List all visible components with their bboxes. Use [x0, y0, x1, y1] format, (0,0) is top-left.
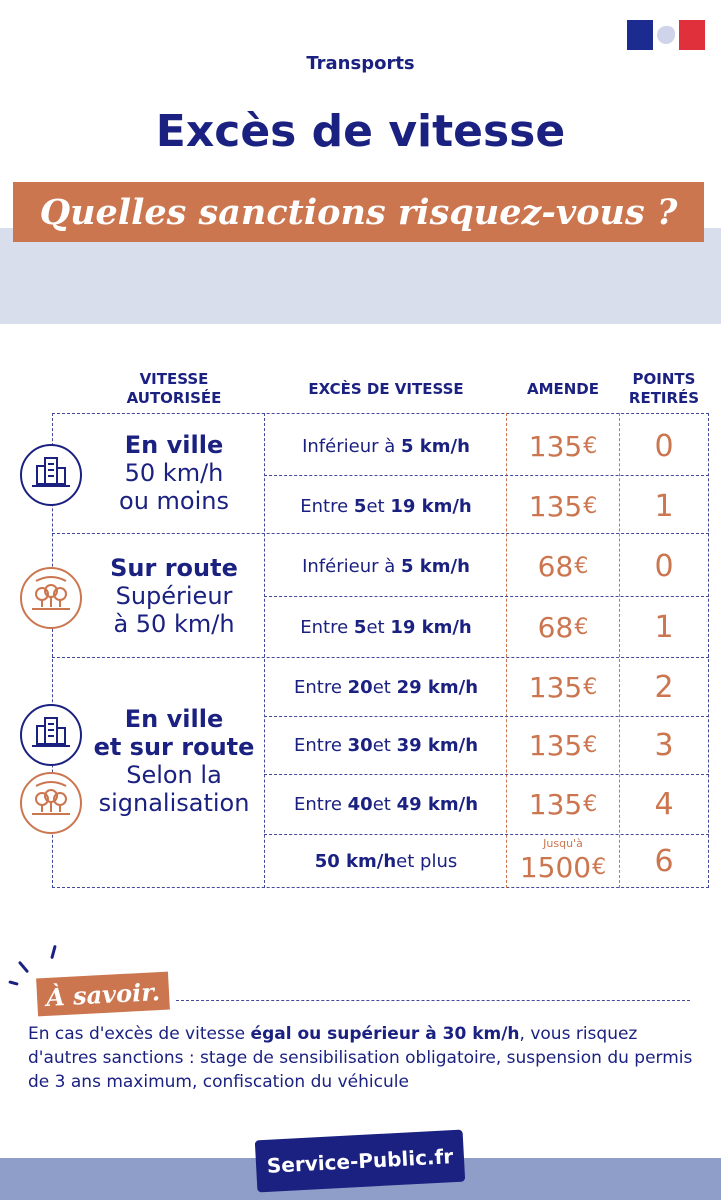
- fine-prefix: Jusqu'à: [543, 837, 583, 850]
- table-divider: [264, 413, 265, 888]
- row-separator: [264, 774, 709, 775]
- category-title: En ville: [124, 431, 224, 459]
- table-row-fine: 68 €: [537, 611, 589, 644]
- table-row-points: 1: [654, 610, 674, 645]
- table-row-excess: Entre 5 et 19 km/h: [300, 496, 472, 517]
- table-row-fine: 1500 €: [519, 850, 607, 884]
- subtitle-banner: Quelles sanctions risquez-vous ?: [13, 182, 704, 242]
- sanctions-table: [52, 413, 709, 888]
- spark-mark: [50, 944, 57, 960]
- table-row-fine: 135 €: [528, 490, 598, 523]
- table-row-fine: 135 €: [528, 671, 598, 704]
- table-row-fine: 68 €: [537, 550, 589, 583]
- header-excess: EXCÈS DE VITESSE: [308, 380, 464, 398]
- service-public-text: Service-Public.fr: [266, 1144, 454, 1178]
- table-row-points: 1: [654, 489, 674, 524]
- table-row-excess: Entre 20 et 29 km/h: [293, 677, 479, 698]
- a-savoir-tag: À savoir.: [36, 971, 170, 1017]
- category-sur-route: Sur route Supérieur à 50 km/h: [86, 554, 262, 638]
- spark-mark: [8, 980, 19, 986]
- category-line: à 50 km/h: [113, 610, 235, 638]
- category-line: Selon la: [126, 761, 222, 789]
- table-row-excess: Inférieur à 5 km/h: [302, 436, 470, 457]
- table-row-points: 4: [654, 787, 674, 822]
- row-separator: [264, 596, 709, 597]
- header-band: [0, 228, 721, 324]
- subtitle-text: Quelles sanctions risquez-vous ?: [39, 191, 678, 233]
- table-row-fine: 135 €: [528, 788, 598, 821]
- table-row-points: 2: [654, 670, 674, 705]
- category-line: Supérieur: [115, 582, 233, 610]
- category-ville-et-route: En ville et sur route Selon la signalisa…: [84, 705, 264, 817]
- header-speed-line1: VITESSE: [139, 370, 209, 388]
- row-separator: [264, 716, 709, 717]
- row-separator: [264, 834, 709, 835]
- table-row-points: 3: [654, 728, 674, 763]
- table-row-excess: Entre 40 et 49 km/h: [293, 794, 479, 815]
- table-row-excess: Inférieur à 5 km/h: [302, 556, 470, 577]
- a-savoir-divider: [176, 1000, 690, 1001]
- trees-icon: [20, 567, 82, 629]
- row-separator: [264, 475, 709, 476]
- category-title: En ville: [124, 705, 224, 733]
- group-separator: [52, 657, 709, 658]
- republique-francaise-logo: [627, 20, 705, 50]
- a-savoir-label: À savoir.: [45, 976, 161, 1012]
- fine-column: [506, 413, 620, 888]
- table-row-points: 0: [654, 429, 674, 464]
- table-row-excess: Entre 30 et 39 km/h: [293, 735, 479, 756]
- category-label: Transports: [306, 53, 415, 74]
- header-points-line1: POINTS: [632, 370, 696, 388]
- trees-icon: [20, 772, 82, 834]
- category-title: Sur route: [110, 554, 238, 582]
- a-savoir-text: En cas d'excès de vitesse égal ou supéri…: [28, 1024, 693, 1092]
- city-icon: [20, 704, 82, 766]
- table-row-fine: 135 €: [528, 430, 598, 463]
- category-en-ville: En ville 50 km/h ou moins: [86, 431, 262, 515]
- page-title: Excès de vitesse: [155, 106, 566, 157]
- group-separator: [52, 533, 709, 534]
- table-row-points: 0: [654, 549, 674, 584]
- category-line: ou moins: [119, 487, 229, 515]
- city-icon: [20, 444, 82, 506]
- header-fine: AMENDE: [526, 380, 600, 398]
- table-row-fine: 135 €: [528, 729, 598, 762]
- header-speed-line2: AUTORISÉE: [126, 389, 222, 407]
- category-title: et sur route: [93, 733, 255, 761]
- category-line: signalisation: [98, 789, 250, 817]
- header-points-line2: RETIRÉS: [628, 389, 700, 407]
- category-line: 50 km/h: [124, 459, 224, 487]
- table-row-points: 6: [654, 843, 674, 879]
- spark-mark: [17, 960, 30, 974]
- table-row-excess: 50 km/h et plus: [314, 850, 458, 872]
- service-public-logo[interactable]: Service-Public.fr: [254, 1129, 466, 1193]
- header-speed: VITESSE AUTORISÉE: [86, 370, 262, 408]
- header-points: POINTS RETIRÉS: [618, 370, 710, 408]
- table-row-excess: Entre 5 et 19 km/h: [300, 617, 472, 638]
